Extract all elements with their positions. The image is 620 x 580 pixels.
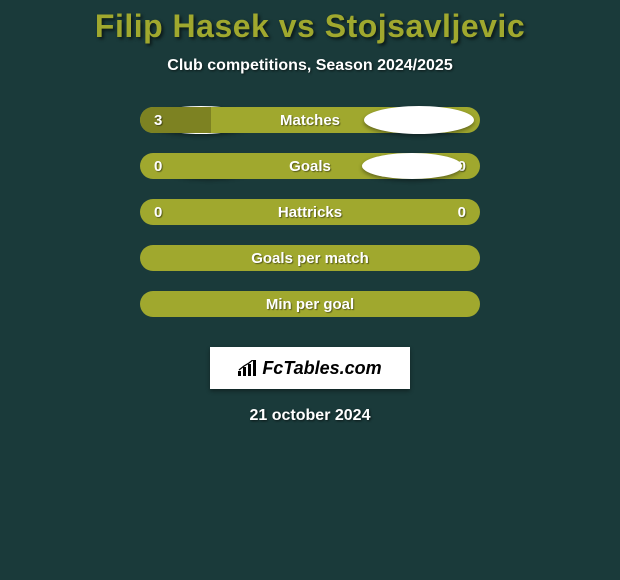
stat-row: Min per goal [140,289,480,319]
subtitle: Club competitions, Season 2024/2025 [167,57,452,75]
stat-row: 0Goals0 [140,151,480,181]
date-label: 21 october 2024 [250,407,371,425]
source-badge[interactable]: FcTables.com [210,347,410,389]
stat-bar: 0 Hattricks 0 [140,199,480,225]
stat-left-value: 0 [154,204,162,221]
stat-left-value: 0 [154,158,162,175]
stat-row: 0 Hattricks 0 [140,197,480,227]
stat-label: Matches [280,112,340,129]
comparison-card: Filip Hasek vs Stojsavljevic Club compet… [0,0,620,425]
stat-row: Goals per match [140,243,480,273]
stats-list: 3Matches110Goals00Hattricks0Goals per ma… [140,105,480,335]
page-title: Filip Hasek vs Stojsavljevic [95,8,525,45]
badge-label: FcTables.com [238,358,381,379]
stat-row: 3Matches11 [140,105,480,135]
chart-icon [238,360,258,376]
player-right-marker [364,106,474,134]
stat-label: Min per goal [266,296,354,313]
player-right-marker [362,153,462,179]
stat-label: Goals per match [251,250,369,267]
stat-bar: Min per goal [140,291,480,317]
stat-label: Hattricks [278,204,342,221]
stat-right-value: 0 [458,204,466,221]
stat-label: Goals [289,158,331,175]
badge-text: FcTables.com [262,358,381,379]
stat-bar-fill [140,107,211,133]
stat-bar: Goals per match [140,245,480,271]
stat-left-value: 3 [154,112,162,129]
